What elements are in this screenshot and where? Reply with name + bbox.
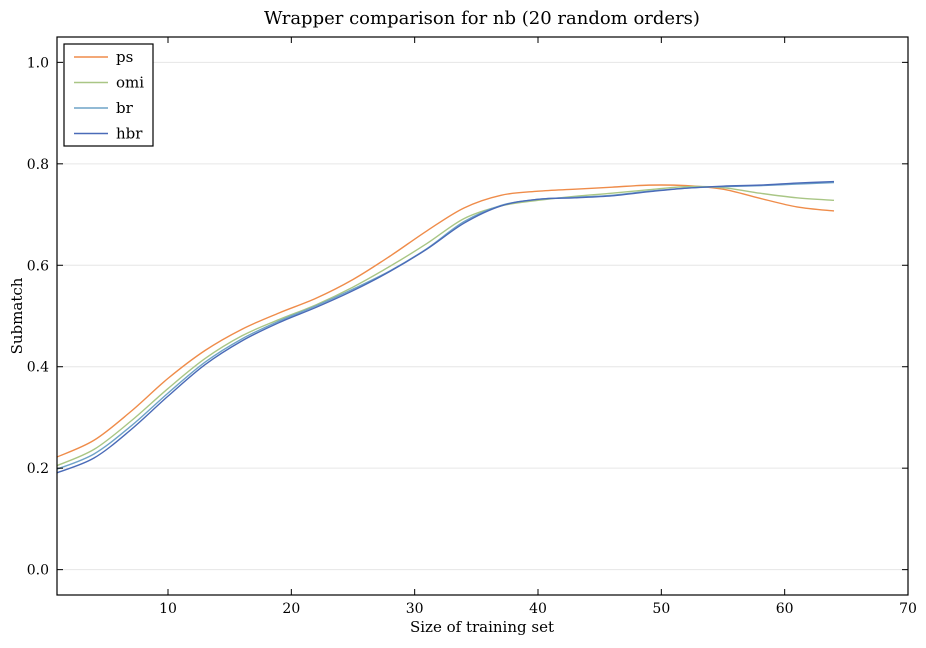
- y-tick-label: 0.0: [27, 563, 49, 579]
- x-tick-label: 10: [159, 601, 177, 617]
- x-tick-label: 60: [776, 601, 794, 617]
- series-line-hbr: [56, 180, 835, 474]
- chart-title: Wrapper comparison for nb (20 random ord…: [264, 8, 700, 29]
- x-tick-label: 40: [529, 601, 547, 617]
- legend-label-omi: omi: [116, 74, 144, 92]
- x-tick-label: 70: [899, 601, 917, 617]
- y-tick-label: 0.8: [27, 157, 49, 173]
- legend-label-hbr: hbr: [116, 125, 143, 143]
- grid-lines: [57, 61, 908, 571]
- legend-label-br: br: [116, 99, 134, 117]
- x-tick-label: 30: [406, 601, 424, 617]
- series-lines: [56, 180, 835, 474]
- series-line-omi: [56, 185, 835, 467]
- legend-box: [63, 43, 154, 147]
- legend-label-ps: ps: [116, 48, 133, 66]
- series-line-br: [56, 181, 835, 470]
- y-tick-label: 0.4: [27, 360, 49, 376]
- legend: ps omi br hbr: [63, 43, 154, 147]
- axis-ticks: 0.0 0.2 0.4 0.6 0.8 1.0 10 20 30 40 50 60 70: [27, 37, 917, 617]
- y-tick-label: 1.0: [27, 55, 49, 71]
- x-axis-label: Size of training set: [410, 618, 554, 636]
- y-axis-label: Submatch: [8, 277, 26, 354]
- x-tick-label: 50: [652, 601, 670, 617]
- y-tick-label: 0.6: [27, 258, 49, 274]
- x-tick-label: 20: [282, 601, 300, 617]
- series-line-ps: [56, 184, 835, 458]
- y-tick-label: 0.2: [27, 461, 49, 477]
- plot-area-frame: [56, 36, 909, 596]
